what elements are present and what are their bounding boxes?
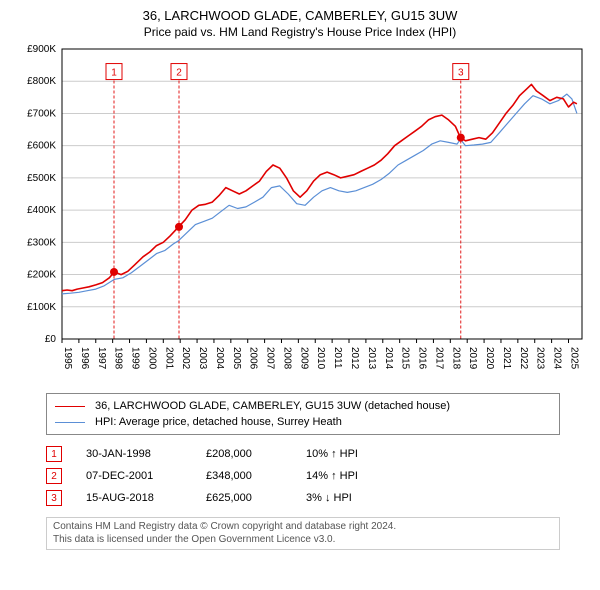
svg-text:£400K: £400K xyxy=(27,205,56,216)
legend-swatch-blue xyxy=(55,422,85,423)
svg-text:2016: 2016 xyxy=(417,347,428,370)
svg-text:2: 2 xyxy=(176,68,182,79)
legend-row: 36, LARCHWOOD GLADE, CAMBERLEY, GU15 3UW… xyxy=(55,398,551,414)
svg-text:£800K: £800K xyxy=(27,76,56,87)
sale-event-number-box: 3 xyxy=(46,490,62,506)
sale-event-hpi-delta: 14% ↑ HPI xyxy=(306,470,416,482)
svg-text:2001: 2001 xyxy=(163,347,174,370)
svg-text:2004: 2004 xyxy=(214,347,225,370)
svg-text:£200K: £200K xyxy=(27,270,56,281)
footer-line: Contains HM Land Registry data © Crown c… xyxy=(53,521,553,534)
chart-area: £0 £100K £200K £300K £400K £500K £600K £700K £80… xyxy=(10,45,590,385)
svg-text:£300K: £300K xyxy=(27,237,56,248)
chart-title-sub: Price paid vs. HM Land Registry's House … xyxy=(10,25,590,39)
svg-text:2011: 2011 xyxy=(332,347,343,369)
svg-text:£700K: £700K xyxy=(27,108,56,119)
svg-text:2009: 2009 xyxy=(298,347,309,370)
svg-text:2012: 2012 xyxy=(349,347,360,370)
svg-text:2025: 2025 xyxy=(568,347,579,370)
legend-swatch-red xyxy=(55,406,85,407)
svg-text:2010: 2010 xyxy=(315,347,326,370)
footer-line: This data is licensed under the Open Gov… xyxy=(53,534,553,547)
legend-row: HPI: Average price, detached house, Surr… xyxy=(55,414,551,430)
sale-event-number-box: 1 xyxy=(46,446,62,462)
chart-title-address: 36, LARCHWOOD GLADE, CAMBERLEY, GU15 3UW xyxy=(10,8,590,23)
svg-text:2017: 2017 xyxy=(433,347,444,370)
svg-text:1999: 1999 xyxy=(130,347,141,370)
svg-text:2014: 2014 xyxy=(383,347,394,370)
svg-text:£500K: £500K xyxy=(27,173,56,184)
sale-events: 1 30-JAN-1998£208,00010% ↑ HPI 2 07-DEC-200… xyxy=(46,443,560,509)
svg-text:£0: £0 xyxy=(45,334,57,345)
sale-event-date: 30-JAN-1998 xyxy=(86,448,206,460)
attribution-footer: Contains HM Land Registry data © Crown c… xyxy=(46,517,560,550)
sale-event-price: £348,000 xyxy=(206,470,306,482)
sale-event-price: £625,000 xyxy=(206,492,306,504)
sale-event-hpi-delta: 3% ↓ HPI xyxy=(306,492,416,504)
svg-text:2021: 2021 xyxy=(501,347,512,370)
legend-label: 36, LARCHWOOD GLADE, CAMBERLEY, GU15 3UW… xyxy=(95,400,450,412)
svg-text:£900K: £900K xyxy=(27,45,56,55)
svg-text:2024: 2024 xyxy=(552,347,563,370)
svg-text:1998: 1998 xyxy=(113,347,124,370)
chart-svg: £0 £100K £200K £300K £400K £500K £600K £700K £80… xyxy=(10,45,590,385)
svg-text:2023: 2023 xyxy=(535,347,546,370)
svg-text:2000: 2000 xyxy=(146,347,157,370)
sale-event-row: 3 15-AUG-2018£625,0003% ↓ HPI xyxy=(46,487,560,509)
sale-event-date: 07-DEC-2001 xyxy=(86,470,206,482)
sale-event-number-box: 2 xyxy=(46,468,62,484)
svg-text:2020: 2020 xyxy=(484,347,495,370)
sale-event-hpi-delta: 10% ↑ HPI xyxy=(306,448,416,460)
sale-event-price: £208,000 xyxy=(206,448,306,460)
svg-text:2022: 2022 xyxy=(518,347,529,370)
svg-text:3: 3 xyxy=(458,68,464,79)
svg-text:2006: 2006 xyxy=(248,347,259,370)
svg-text:2003: 2003 xyxy=(197,347,208,370)
svg-text:1996: 1996 xyxy=(79,347,90,370)
svg-text:£600K: £600K xyxy=(27,141,56,152)
svg-text:1995: 1995 xyxy=(62,347,73,370)
svg-text:2007: 2007 xyxy=(265,347,276,370)
svg-text:2008: 2008 xyxy=(281,347,292,370)
svg-text:2013: 2013 xyxy=(366,347,377,370)
sale-event-row: 2 07-DEC-2001£348,00014% ↑ HPI xyxy=(46,465,560,487)
svg-text:2005: 2005 xyxy=(231,347,242,370)
sale-event-row: 1 30-JAN-1998£208,00010% ↑ HPI xyxy=(46,443,560,465)
svg-text:2018: 2018 xyxy=(450,347,461,370)
svg-text:1997: 1997 xyxy=(96,347,107,370)
legend: 36, LARCHWOOD GLADE, CAMBERLEY, GU15 3UW… xyxy=(46,393,560,435)
svg-text:£100K: £100K xyxy=(27,302,56,313)
legend-label: HPI: Average price, detached house, Surr… xyxy=(95,416,342,428)
svg-text:2019: 2019 xyxy=(467,347,478,370)
sale-event-date: 15-AUG-2018 xyxy=(86,492,206,504)
svg-text:2015: 2015 xyxy=(400,347,411,370)
svg-text:1: 1 xyxy=(111,68,117,79)
svg-text:2002: 2002 xyxy=(180,347,191,370)
